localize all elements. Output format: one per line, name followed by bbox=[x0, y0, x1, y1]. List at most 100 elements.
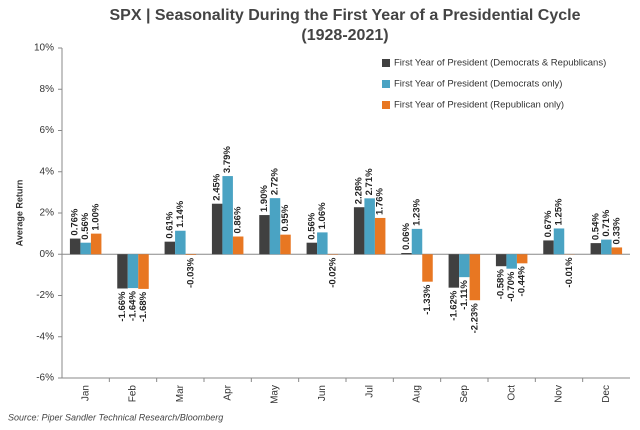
y-tick-label: 8% bbox=[40, 84, 55, 95]
value-label: 1.23% bbox=[412, 198, 423, 225]
value-label: 0.54% bbox=[590, 213, 601, 240]
value-label: -1.62% bbox=[448, 290, 459, 321]
bar bbox=[448, 254, 460, 288]
bar bbox=[306, 242, 318, 255]
value-label: 2.72% bbox=[270, 168, 281, 195]
x-tick-label: Sep bbox=[459, 385, 470, 403]
value-label: 0.76% bbox=[70, 208, 81, 235]
value-label: -2.23% bbox=[469, 303, 480, 334]
value-label: 0.67% bbox=[543, 210, 554, 237]
value-label: 0.86% bbox=[233, 206, 244, 233]
bar bbox=[469, 254, 481, 301]
bar bbox=[259, 215, 270, 255]
value-label: 0.61% bbox=[164, 211, 175, 238]
value-label: 0.56% bbox=[80, 212, 91, 239]
y-tick-label: 4% bbox=[40, 166, 55, 177]
value-label: -1.33% bbox=[422, 284, 433, 315]
x-tick-label: Jan bbox=[80, 385, 91, 401]
y-tick-label: 10% bbox=[34, 43, 54, 54]
bar bbox=[211, 203, 223, 255]
bar bbox=[69, 238, 81, 255]
legend-label: First Year of President (Republican only… bbox=[394, 100, 564, 111]
y-tick-label: -4% bbox=[36, 331, 54, 342]
chart-title: SPX | Seasonality During the First Year … bbox=[109, 7, 580, 24]
bar bbox=[611, 247, 623, 255]
bar bbox=[269, 198, 281, 255]
value-label: -0.01% bbox=[564, 257, 575, 288]
bar bbox=[506, 254, 517, 269]
value-label: -1.68% bbox=[138, 291, 149, 322]
bar bbox=[317, 232, 328, 255]
bar bbox=[90, 233, 102, 255]
legend-swatch bbox=[382, 101, 390, 109]
value-label: 1.06% bbox=[317, 202, 328, 229]
bar bbox=[543, 240, 554, 255]
bar bbox=[117, 254, 128, 289]
value-label: 2.28% bbox=[354, 177, 365, 204]
bar bbox=[401, 253, 412, 255]
x-tick-label: Nov bbox=[554, 385, 565, 403]
legend-swatch bbox=[382, 80, 390, 88]
y-tick-label: -2% bbox=[36, 290, 54, 301]
bar bbox=[353, 207, 365, 255]
source-note: Source: Piper Sandler Technical Research… bbox=[8, 412, 223, 422]
value-label: 0.71% bbox=[601, 209, 612, 236]
bar bbox=[374, 217, 386, 255]
value-label: -1.66% bbox=[117, 291, 128, 322]
bar bbox=[280, 234, 291, 255]
bar bbox=[138, 254, 149, 289]
x-tick-label: Jul bbox=[364, 385, 375, 398]
value-label: -0.70% bbox=[506, 271, 517, 302]
x-tick-label: Dec bbox=[601, 385, 612, 403]
bar bbox=[175, 230, 186, 255]
y-tick-label: -6% bbox=[36, 373, 54, 384]
y-tick-label: 6% bbox=[40, 125, 55, 136]
value-label: 3.79% bbox=[222, 146, 233, 173]
value-label: 2.45% bbox=[212, 173, 223, 200]
x-tick-label: Aug bbox=[412, 385, 423, 403]
value-label: 1.14% bbox=[175, 200, 186, 227]
y-tick-label: 0% bbox=[40, 249, 55, 260]
legend-label: First Year of President (Democrats only) bbox=[394, 79, 562, 90]
value-label: 1.00% bbox=[91, 203, 102, 230]
value-label: -0.03% bbox=[185, 257, 196, 288]
bar bbox=[80, 242, 91, 255]
value-label: 1.76% bbox=[375, 187, 386, 214]
bar bbox=[222, 176, 233, 255]
legend-label: First Year of President (Democrats & Rep… bbox=[394, 58, 606, 69]
value-label: -1.11% bbox=[459, 280, 470, 310]
value-label: -0.58% bbox=[496, 269, 507, 300]
bar bbox=[127, 254, 139, 289]
value-label: 0.33% bbox=[611, 217, 622, 244]
x-tick-label: May bbox=[270, 385, 281, 404]
value-label: 0.56% bbox=[306, 212, 317, 239]
value-label: 1.90% bbox=[259, 185, 270, 212]
bar bbox=[553, 228, 565, 255]
bar bbox=[601, 239, 612, 255]
bar bbox=[232, 236, 244, 255]
bar bbox=[516, 254, 528, 264]
x-tick-label: Feb bbox=[128, 385, 139, 403]
value-label: -0.44% bbox=[517, 266, 528, 297]
chart-subtitle: (1928-2021) bbox=[301, 27, 388, 44]
value-label: 0.95% bbox=[280, 204, 291, 231]
bar bbox=[164, 241, 176, 255]
x-tick-label: Mar bbox=[175, 384, 186, 402]
x-tick-label: Oct bbox=[506, 385, 517, 401]
bar bbox=[590, 243, 602, 255]
bar bbox=[411, 228, 423, 255]
legend-swatch bbox=[382, 59, 390, 67]
x-tick-label: Apr bbox=[222, 384, 233, 400]
bar bbox=[495, 254, 507, 267]
bar bbox=[459, 254, 470, 278]
value-label: 0.06% bbox=[401, 223, 412, 250]
x-tick-label: Jun bbox=[317, 385, 328, 401]
y-tick-label: 2% bbox=[40, 208, 55, 219]
value-label: -1.64% bbox=[128, 291, 139, 322]
bar bbox=[364, 198, 375, 255]
value-label: -0.02% bbox=[327, 257, 338, 288]
value-label: 2.71% bbox=[364, 168, 375, 195]
value-label: 1.25% bbox=[554, 198, 565, 225]
y-axis-label: Average Return bbox=[14, 180, 24, 247]
